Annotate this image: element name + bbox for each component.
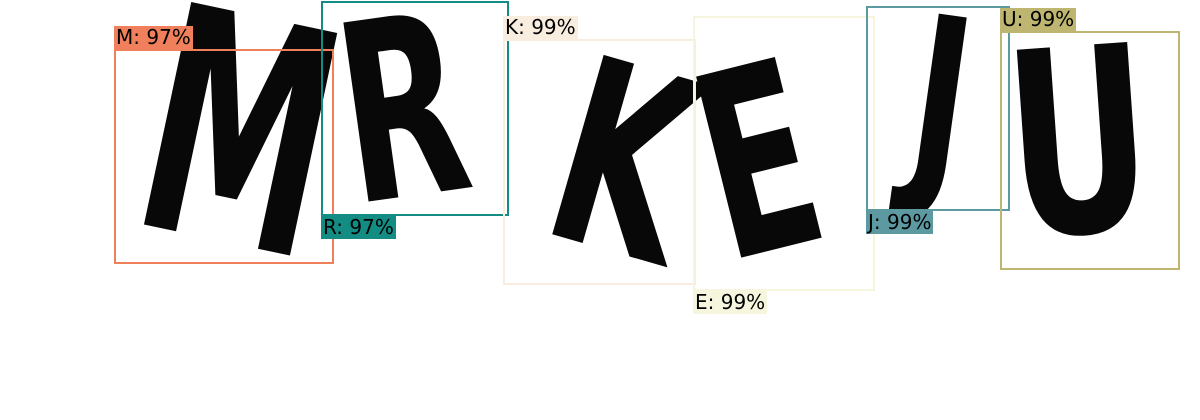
detection-box: [321, 1, 509, 216]
glyph-u: U: [997, 0, 1160, 297]
detection-label: U: 99%: [1000, 7, 1077, 31]
detection-box: [866, 6, 1010, 211]
detection-label: K: 99%: [503, 15, 578, 39]
detection-label: E: 99%: [693, 290, 768, 314]
detection-box: [693, 16, 875, 291]
detection-label: J: 99%: [866, 210, 934, 234]
detection-label: R: 97%: [321, 215, 396, 239]
detection-box: [503, 39, 696, 285]
detection-box: [1000, 31, 1180, 270]
detection-label: M: 97%: [114, 25, 193, 49]
detection-box: [114, 49, 334, 264]
